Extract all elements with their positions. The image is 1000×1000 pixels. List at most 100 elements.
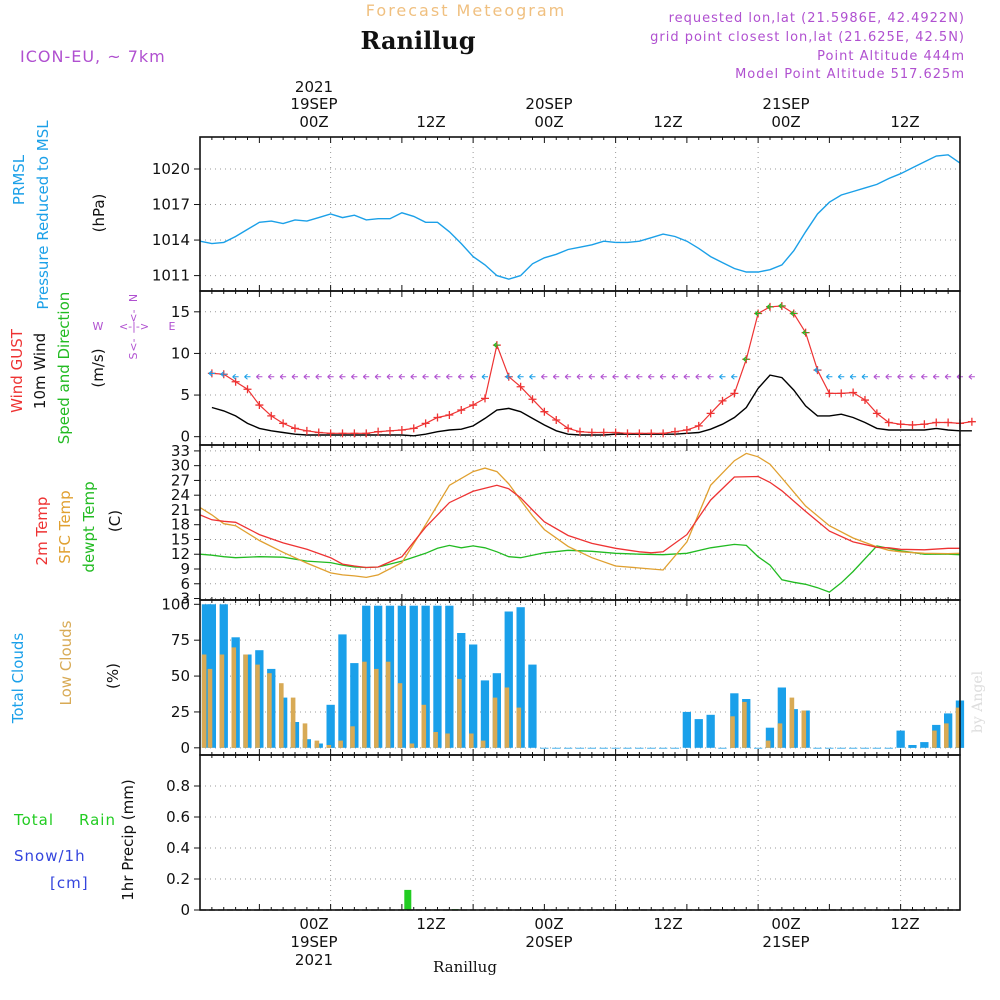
low-clouds-bar [730, 716, 735, 748]
y-tick-label: 25 [171, 703, 190, 721]
bottom-label-date: 21SEP [762, 933, 809, 951]
y-tick-label: 0.2 [166, 870, 190, 888]
wind-direction-arrow [422, 373, 429, 380]
subtitle: Forecast Meteogram [366, 1, 566, 20]
total-clouds-bar [635, 747, 644, 749]
gust-marker [302, 426, 311, 435]
wind-direction-arrow [446, 373, 453, 380]
wind-direction-arrow [457, 373, 465, 380]
y-tick-label: 10 [171, 344, 190, 362]
gust-marker [314, 428, 323, 437]
wind-direction-arrow [778, 303, 785, 309]
total-clouds-bar [623, 747, 632, 749]
y-tick-label: 5 [180, 386, 190, 404]
bottom-label-time: 12Z [416, 915, 445, 933]
y-tick-label: 27 [171, 471, 190, 489]
total-clouds-bar [469, 644, 478, 748]
wind-gust-label: Wind GUST [8, 328, 26, 413]
gust-marker [469, 401, 478, 410]
total-label: Total [13, 811, 54, 829]
wind-direction-arrow [434, 373, 441, 380]
clouds-unit: (%) [104, 663, 122, 689]
total-clouds-bar [421, 605, 430, 748]
total-clouds-bar [813, 747, 822, 749]
wind-direction-arrow [576, 373, 583, 380]
total-clouds-bar [754, 747, 763, 749]
gust-marker [896, 420, 905, 429]
total-clouds-bar [777, 687, 786, 748]
wind-direction-arrow [469, 373, 477, 380]
wind-direction-arrow [398, 373, 405, 380]
total-clouds-bar [849, 747, 858, 749]
wind-direction-arrow [683, 373, 690, 380]
top-label-time: 12Z [416, 113, 445, 131]
low-clouds-bar [243, 654, 248, 748]
gust-marker [564, 424, 573, 433]
wind-direction-arrow [339, 373, 346, 380]
gust-marker [718, 396, 727, 405]
low-clouds-bar [338, 740, 343, 748]
total-clouds-bar [884, 747, 893, 749]
wind-direction-arrow [885, 373, 892, 380]
gust-marker [849, 388, 858, 397]
gust-marker [611, 428, 620, 437]
bottom-label-year: 2021 [295, 951, 333, 969]
wind-unit: (m/s) [89, 348, 107, 387]
gust-marker [623, 429, 632, 438]
gust-marker [397, 426, 406, 435]
footer-station: Ranillug [433, 958, 497, 976]
gust-marker [540, 407, 549, 416]
wind-direction-arrow [814, 367, 821, 374]
wind-direction-arrow [695, 373, 702, 380]
gust-marker [944, 418, 953, 427]
total-clouds-bar [350, 663, 359, 748]
gust-marker [599, 428, 608, 437]
wind-direction-arrow [861, 373, 868, 380]
y-tick-label: 0.8 [166, 777, 190, 795]
gust-marker [635, 429, 644, 438]
bottom-label-time: 12Z [653, 915, 682, 933]
gust-marker [243, 385, 252, 394]
wind-direction-arrow [707, 373, 714, 380]
wind-direction-arrow [837, 373, 845, 380]
wind-direction-arrow [849, 373, 857, 380]
model-altitude: Model Point Altitude 517.625m [735, 67, 965, 82]
total-clouds-bar [872, 747, 881, 749]
total-clouds-bar [920, 742, 929, 748]
compass-west: W [93, 320, 104, 333]
top-label-time: 00Z [299, 113, 328, 131]
top-label-year: 2021 [295, 78, 333, 96]
panel-frame [199, 136, 961, 292]
gust-marker [647, 429, 656, 438]
low-clouds-bar [492, 697, 498, 748]
y-tick-label: 6 [180, 575, 190, 593]
wind-panel-labels: Wind GUST 10m Wind Speed and Direction (… [8, 292, 176, 445]
low-clouds-bar [765, 740, 771, 748]
wind-direction-arrow [244, 373, 251, 380]
wind-direction-arrow [208, 370, 215, 377]
y-tick-label: 0 [180, 901, 190, 919]
gust-marker [350, 429, 359, 438]
gust-marker [445, 411, 454, 420]
total-clouds-bar [480, 680, 490, 748]
total-clouds-bar [825, 747, 834, 749]
total-clouds-bar [706, 714, 715, 748]
y-tick-label: 0 [180, 428, 190, 446]
wind-direction-arrow [303, 373, 310, 380]
gust-marker [362, 429, 371, 438]
bottom-label-date: 20SEP [525, 933, 572, 951]
gust-marker [255, 401, 264, 410]
wind-direction-arrow [351, 373, 358, 380]
total-clouds-bar [908, 745, 917, 748]
wind-direction-label: Speed and Direction [55, 292, 73, 445]
low-clouds-bar [201, 654, 207, 748]
total-clouds-bar [540, 747, 549, 749]
compass-arrow-s: <- [127, 338, 140, 351]
wind-direction-arrow [600, 373, 607, 380]
gust-marker [552, 416, 561, 425]
top-label-time: 00Z [534, 113, 563, 131]
low-clouds-bar [219, 654, 225, 748]
gust-marker [481, 394, 489, 403]
total-clouds-bar [326, 704, 335, 748]
low-clouds-bar [279, 683, 284, 748]
